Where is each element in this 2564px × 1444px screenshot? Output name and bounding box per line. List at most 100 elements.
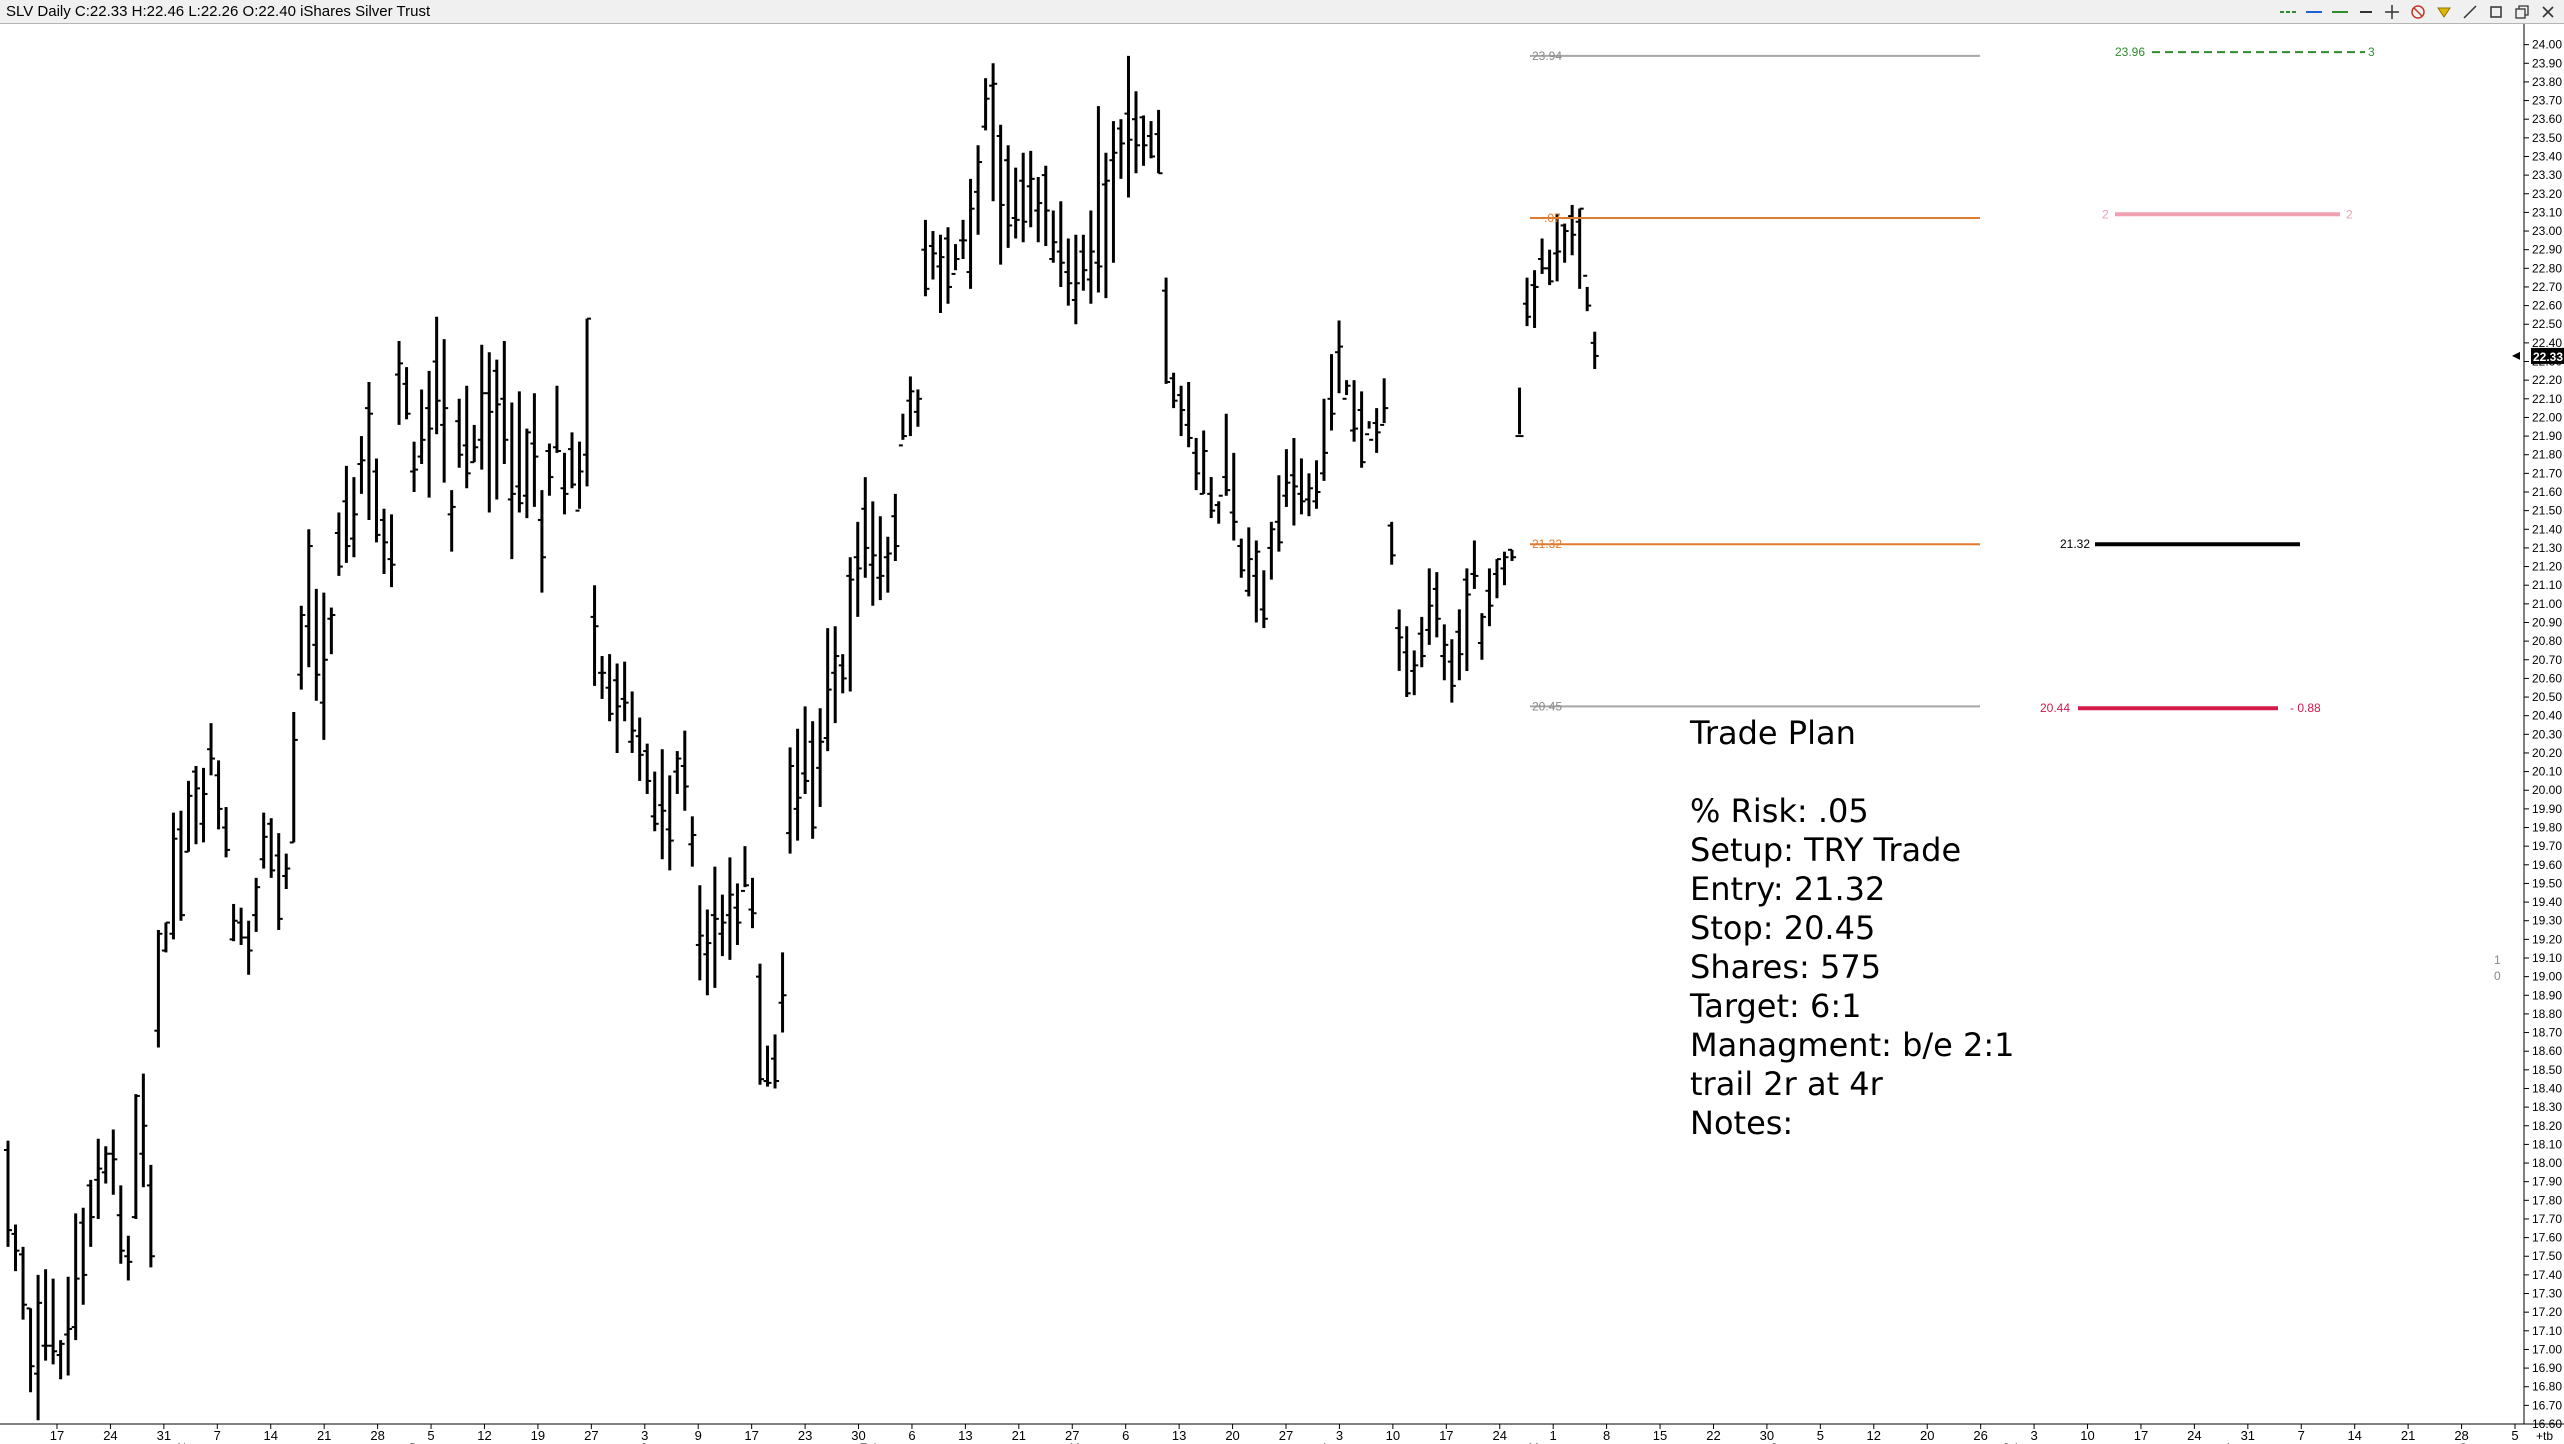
y-tick-label: 19.20	[2532, 932, 2562, 946]
y-tick-label: 21.50	[2532, 504, 2562, 518]
y-tick-label: 17.10	[2532, 1324, 2562, 1338]
green-line-icon[interactable]	[2330, 3, 2350, 21]
y-tick-label: 17.00	[2532, 1342, 2562, 1356]
x-tick-label: 17	[50, 1428, 64, 1443]
x-tick-label: 27	[1279, 1428, 1293, 1443]
y-tick-label: 21.20	[2532, 560, 2562, 574]
y-tick-label: 22.60	[2532, 299, 2562, 313]
y-tick-label: 23.40	[2532, 149, 2562, 163]
y-tick-label: 22.40	[2532, 336, 2562, 350]
x-tick-label: 17	[744, 1428, 758, 1443]
trade-plan-line-notes: Notes:	[1690, 1104, 1794, 1142]
target-line-3r-end: 3	[2368, 45, 2375, 59]
trade-plan-note: Trade Plan % Risk: .05 Setup: TRY Trade …	[1690, 714, 2015, 1143]
x-tick-label: 20	[1920, 1428, 1934, 1443]
diagonal-line-icon[interactable]	[2460, 3, 2480, 21]
y-tick-label: 21.90	[2532, 429, 2562, 443]
square-icon[interactable]	[2486, 3, 2506, 21]
month-label: Feb	[860, 1441, 881, 1444]
target-line-2r-label: 2	[2102, 207, 2109, 221]
y-tick-label: 19.80	[2532, 821, 2562, 835]
y-tick-label: 23.90	[2532, 56, 2562, 70]
trade-plan-line-entry: Entry: 21.32	[1690, 870, 1886, 908]
y-tick-label: 20.30	[2532, 727, 2562, 741]
x-tick-label: 26	[1973, 1428, 1987, 1443]
y-tick-label: 23.70	[2532, 94, 2562, 108]
month-label: Jul	[2002, 1441, 2017, 1444]
y-tick-label: 18.40	[2532, 1081, 2562, 1095]
y-tick-label: 16.90	[2532, 1361, 2562, 1375]
crosshair-icon[interactable]	[2382, 3, 2402, 21]
hline-low-label: 20.45	[1532, 699, 1562, 713]
x-tick-label: 15	[1653, 1428, 1667, 1443]
y-tick-label: 21.60	[2532, 485, 2562, 499]
x-tick-label: 10	[2080, 1428, 2094, 1443]
cross-out-icon[interactable]	[2408, 3, 2428, 21]
y-tick-label: 19.60	[2532, 858, 2562, 872]
x-tick-label: 21	[1012, 1428, 1026, 1443]
x-tick-label: 6	[908, 1428, 915, 1443]
month-label: May	[1529, 1441, 1552, 1444]
axis-corner-label: +tb	[2536, 1429, 2553, 1443]
minus-icon[interactable]	[2356, 3, 2376, 21]
x-tick-label: 20	[1225, 1428, 1239, 1443]
x-tick-label: 13	[1172, 1428, 1186, 1443]
stop-line-label: 20.44	[2040, 701, 2070, 715]
y-tick-label: 18.00	[2532, 1156, 2562, 1170]
triangle-down-icon[interactable]	[2434, 3, 2454, 21]
trade-plan-heading: Trade Plan	[1690, 714, 1856, 752]
y-tick-label: 21.40	[2532, 522, 2562, 536]
y-tick-label: 23.30	[2532, 168, 2562, 182]
y-tick-label: 18.10	[2532, 1137, 2562, 1151]
x-tick-label: 3	[641, 1428, 648, 1443]
y-tick-label: 21.00	[2532, 597, 2562, 611]
restore-icon[interactable]	[2512, 3, 2532, 21]
x-tick-label: 7	[214, 1428, 221, 1443]
x-tick-label: 6	[1122, 1428, 1129, 1443]
x-tick-label: 3	[1336, 1428, 1343, 1443]
y-tick-label: 19.40	[2532, 895, 2562, 909]
y-tick-label: 20.80	[2532, 634, 2562, 648]
chart-title: SLV Daily C:22.33 H:22.46 L:22.26 O:22.4…	[6, 3, 431, 20]
target-line-2r-end: 2	[2346, 207, 2353, 221]
x-tick-label: 12	[477, 1428, 491, 1443]
y-tick-label: 16.60	[2532, 1417, 2562, 1431]
x-tick-label: 21	[2401, 1428, 2415, 1443]
x-tick-label: 22	[1706, 1428, 1720, 1443]
y-tick-label: 17.60	[2532, 1231, 2562, 1245]
green-dashes-icon[interactable]	[2278, 3, 2298, 21]
y-axis-panel	[2524, 24, 2564, 1444]
blue-line-icon[interactable]	[2304, 3, 2324, 21]
month-label: Dec	[409, 1441, 430, 1444]
y-tick-label: 22.80	[2532, 261, 2562, 275]
x-tick-label: 24	[1493, 1428, 1507, 1443]
month-label: Aug	[2224, 1441, 2245, 1444]
y-tick-label: 23.00	[2532, 224, 2562, 238]
price-chart[interactable]: 16.60 16.70 16.80 16.90 17.00 17.10 17.20 17.30…	[0, 24, 2564, 1444]
x-tick-label: 7	[2298, 1428, 2305, 1443]
month-label: Nov	[177, 1441, 198, 1444]
y-tick-label: 17.20	[2532, 1305, 2562, 1319]
month-label: Apr	[1321, 1441, 1340, 1444]
x-tick-label: 14	[264, 1428, 278, 1443]
toolbar	[2278, 2, 2558, 22]
last-price-label: 22.33	[2533, 350, 2563, 364]
trade-plan-line-stop: Stop: 20.45	[1690, 909, 1876, 947]
y-tick-label: 19.10	[2532, 951, 2562, 965]
x-tick-label: 27	[584, 1428, 598, 1443]
x-tick-label: 27	[1065, 1428, 1079, 1443]
side-mark-1: 1	[2494, 953, 2501, 967]
month-label: Jun	[1770, 1441, 1789, 1444]
target-line-3r-label: 23.96	[2115, 45, 2145, 59]
y-tick-label: 18.80	[2532, 1007, 2562, 1021]
close-icon[interactable]	[2538, 3, 2558, 21]
trade-plan-line-management: Managment: b/e 2:1	[1690, 1026, 2015, 1064]
trade-plan-line-shares: Shares: 575	[1690, 948, 1882, 986]
y-tick-label: 18.50	[2532, 1063, 2562, 1077]
x-tick-label: 17	[2134, 1428, 2148, 1443]
y-tick-label: 23.20	[2532, 187, 2562, 201]
x-tick-label: 12	[1867, 1428, 1881, 1443]
y-tick-label: 20.00	[2532, 783, 2562, 797]
y-tick-label: 22.10	[2532, 392, 2562, 406]
y-tick-label: 17.80	[2532, 1193, 2562, 1207]
